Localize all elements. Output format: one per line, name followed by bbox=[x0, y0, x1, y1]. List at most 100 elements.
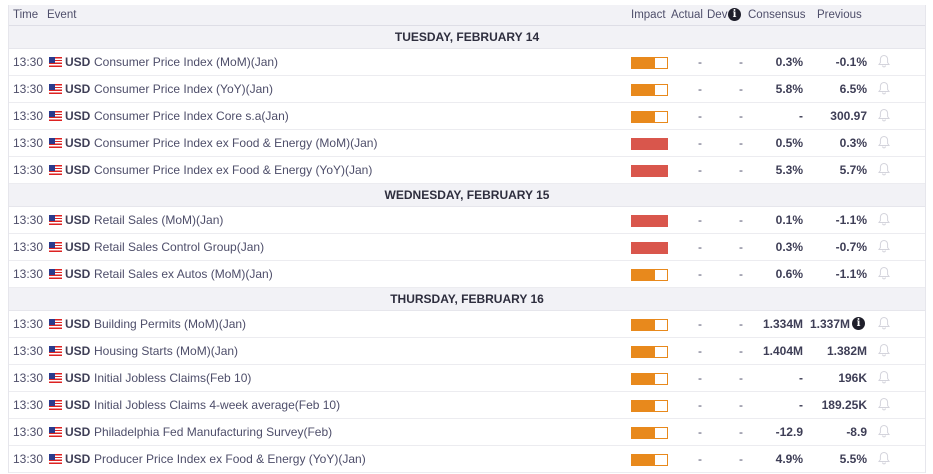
event-row[interactable]: 13:30 USD Initial Jobless Claims 4-week … bbox=[9, 392, 925, 419]
event-previous: 5.5% bbox=[839, 452, 867, 466]
event-actual: - bbox=[698, 317, 702, 331]
event-actual: - bbox=[698, 109, 702, 123]
event-name[interactable]: Retail Sales ex Autos (MoM)(Jan) bbox=[94, 267, 273, 281]
event-row[interactable]: 13:30 USD Producer Price Index ex Food &… bbox=[9, 446, 925, 473]
bell-icon[interactable] bbox=[878, 343, 890, 360]
bell-icon[interactable] bbox=[878, 424, 890, 441]
event-row[interactable]: 13:30 USD Consumer Price Index (MoM)(Jan… bbox=[9, 49, 925, 76]
event-name[interactable]: Initial Jobless Claims 4-week average(Fe… bbox=[94, 398, 341, 412]
event-consensus: 4.9% bbox=[775, 452, 803, 466]
event-consensus: 0.5% bbox=[775, 136, 803, 150]
date-row: WEDNESDAY, FEBRUARY 15 bbox=[9, 184, 925, 207]
event-row[interactable]: 13:30 USD Consumer Price Index ex Food &… bbox=[9, 130, 925, 157]
event-time: 13:30 bbox=[13, 136, 44, 150]
event-time: 13:30 bbox=[13, 82, 44, 96]
event-actual: - bbox=[698, 136, 702, 150]
event-time: 13:30 bbox=[13, 55, 44, 69]
event-name[interactable]: Consumer Price Index ex Food & Energy (M… bbox=[94, 136, 378, 150]
header-event[interactable]: Event bbox=[47, 9, 77, 21]
event-actual: - bbox=[698, 240, 702, 254]
event-consensus: -12.9 bbox=[775, 425, 803, 439]
event-actual: - bbox=[698, 267, 702, 281]
economic-calendar-table: Time Event Impact Actual Dev i Consensus… bbox=[8, 5, 926, 473]
event-row[interactable]: 13:30 USD Building Permits (MoM)(Jan) - … bbox=[9, 311, 925, 338]
bell-icon[interactable] bbox=[878, 316, 890, 333]
bell-icon[interactable] bbox=[878, 239, 890, 256]
bell-icon[interactable] bbox=[878, 212, 890, 229]
event-actual: - bbox=[698, 425, 702, 439]
bell-icon[interactable] bbox=[878, 397, 890, 414]
impact-indicator bbox=[631, 242, 668, 254]
bell-icon[interactable] bbox=[878, 451, 890, 468]
bell-icon[interactable] bbox=[878, 108, 890, 125]
event-time: 13:30 bbox=[13, 213, 44, 227]
event-consensus: 5.3% bbox=[775, 163, 803, 177]
event-name[interactable]: Retail Sales Control Group(Jan) bbox=[94, 240, 265, 254]
event-dev: - bbox=[739, 136, 743, 150]
us-flag-icon bbox=[49, 373, 62, 383]
event-dev: - bbox=[739, 267, 743, 281]
table-body: TUESDAY, FEBRUARY 14 13:30 USD Consumer … bbox=[9, 26, 925, 473]
bell-icon[interactable] bbox=[878, 266, 890, 283]
event-dev: - bbox=[739, 163, 743, 177]
event-consensus: - bbox=[799, 398, 803, 412]
date-row: THURSDAY, FEBRUARY 16 bbox=[9, 288, 925, 311]
header-impact[interactable]: Impact bbox=[631, 9, 666, 21]
event-time: 13:30 bbox=[13, 109, 44, 123]
event-row[interactable]: 13:30 USD Retail Sales Control Group(Jan… bbox=[9, 234, 925, 261]
event-currency: USD bbox=[65, 317, 91, 331]
event-previous: 1.382M bbox=[826, 344, 867, 358]
event-previous: -0.7% bbox=[835, 240, 867, 254]
event-name[interactable]: Philadelphia Fed Manufacturing Survey(Fe… bbox=[94, 425, 333, 439]
header-dev[interactable]: Dev bbox=[707, 9, 728, 21]
info-icon[interactable]: i bbox=[852, 317, 865, 330]
event-name[interactable]: Consumer Price Index Core s.a(Jan) bbox=[94, 109, 289, 123]
header-actual[interactable]: Actual bbox=[671, 9, 703, 21]
event-time: 13:30 bbox=[13, 317, 44, 331]
bell-icon[interactable] bbox=[878, 370, 890, 387]
event-actual: - bbox=[698, 398, 702, 412]
impact-indicator bbox=[631, 400, 668, 412]
event-name[interactable]: Consumer Price Index (MoM)(Jan) bbox=[94, 55, 279, 69]
event-dev: - bbox=[739, 371, 743, 385]
event-row[interactable]: 13:30 USD Consumer Price Index (YoY)(Jan… bbox=[9, 76, 925, 103]
event-dev: - bbox=[739, 109, 743, 123]
event-row[interactable]: 13:30 USD Initial Jobless Claims(Feb 10)… bbox=[9, 365, 925, 392]
event-previous: 300.97 bbox=[830, 109, 867, 123]
us-flag-icon bbox=[49, 57, 62, 67]
header-consensus[interactable]: Consensus bbox=[748, 9, 806, 21]
event-row[interactable]: 13:30 USD Retail Sales (MoM)(Jan) - - 0.… bbox=[9, 207, 925, 234]
event-time: 13:30 bbox=[13, 425, 44, 439]
event-row[interactable]: 13:30 USD Retail Sales ex Autos (MoM)(Ja… bbox=[9, 261, 925, 288]
event-dev: - bbox=[739, 240, 743, 254]
event-dev: - bbox=[739, 317, 743, 331]
header-time[interactable]: Time bbox=[13, 9, 39, 21]
event-dev: - bbox=[739, 425, 743, 439]
impact-indicator bbox=[631, 215, 668, 227]
bell-icon[interactable] bbox=[878, 54, 890, 71]
event-currency: USD bbox=[65, 82, 91, 96]
us-flag-icon bbox=[49, 346, 62, 356]
event-name[interactable]: Consumer Price Index ex Food & Energy (Y… bbox=[94, 163, 373, 177]
event-actual: - bbox=[698, 55, 702, 69]
event-name[interactable]: Consumer Price Index (YoY)(Jan) bbox=[94, 82, 273, 96]
info-icon[interactable]: i bbox=[728, 8, 741, 21]
header-previous[interactable]: Previous bbox=[817, 9, 862, 21]
impact-indicator bbox=[631, 373, 668, 385]
event-row[interactable]: 13:30 USD Consumer Price Index Core s.a(… bbox=[9, 103, 925, 130]
bell-icon[interactable] bbox=[878, 162, 890, 179]
event-consensus: 0.3% bbox=[775, 240, 803, 254]
bell-icon[interactable] bbox=[878, 81, 890, 98]
event-name[interactable]: Producer Price Index ex Food & Energy (Y… bbox=[94, 452, 366, 466]
event-name[interactable]: Retail Sales (MoM)(Jan) bbox=[94, 213, 224, 227]
event-name[interactable]: Initial Jobless Claims(Feb 10) bbox=[94, 371, 252, 385]
event-previous: 189.25K bbox=[821, 398, 867, 412]
event-name[interactable]: Building Permits (MoM)(Jan) bbox=[94, 317, 247, 331]
event-row[interactable]: 13:30 USD Consumer Price Index ex Food &… bbox=[9, 157, 925, 184]
impact-indicator bbox=[631, 165, 668, 177]
us-flag-icon bbox=[49, 269, 62, 279]
event-name[interactable]: Housing Starts (MoM)(Jan) bbox=[94, 344, 239, 358]
bell-icon[interactable] bbox=[878, 135, 890, 152]
event-row[interactable]: 13:30 USD Philadelphia Fed Manufacturing… bbox=[9, 419, 925, 446]
event-row[interactable]: 13:30 USD Housing Starts (MoM)(Jan) - - … bbox=[9, 338, 925, 365]
